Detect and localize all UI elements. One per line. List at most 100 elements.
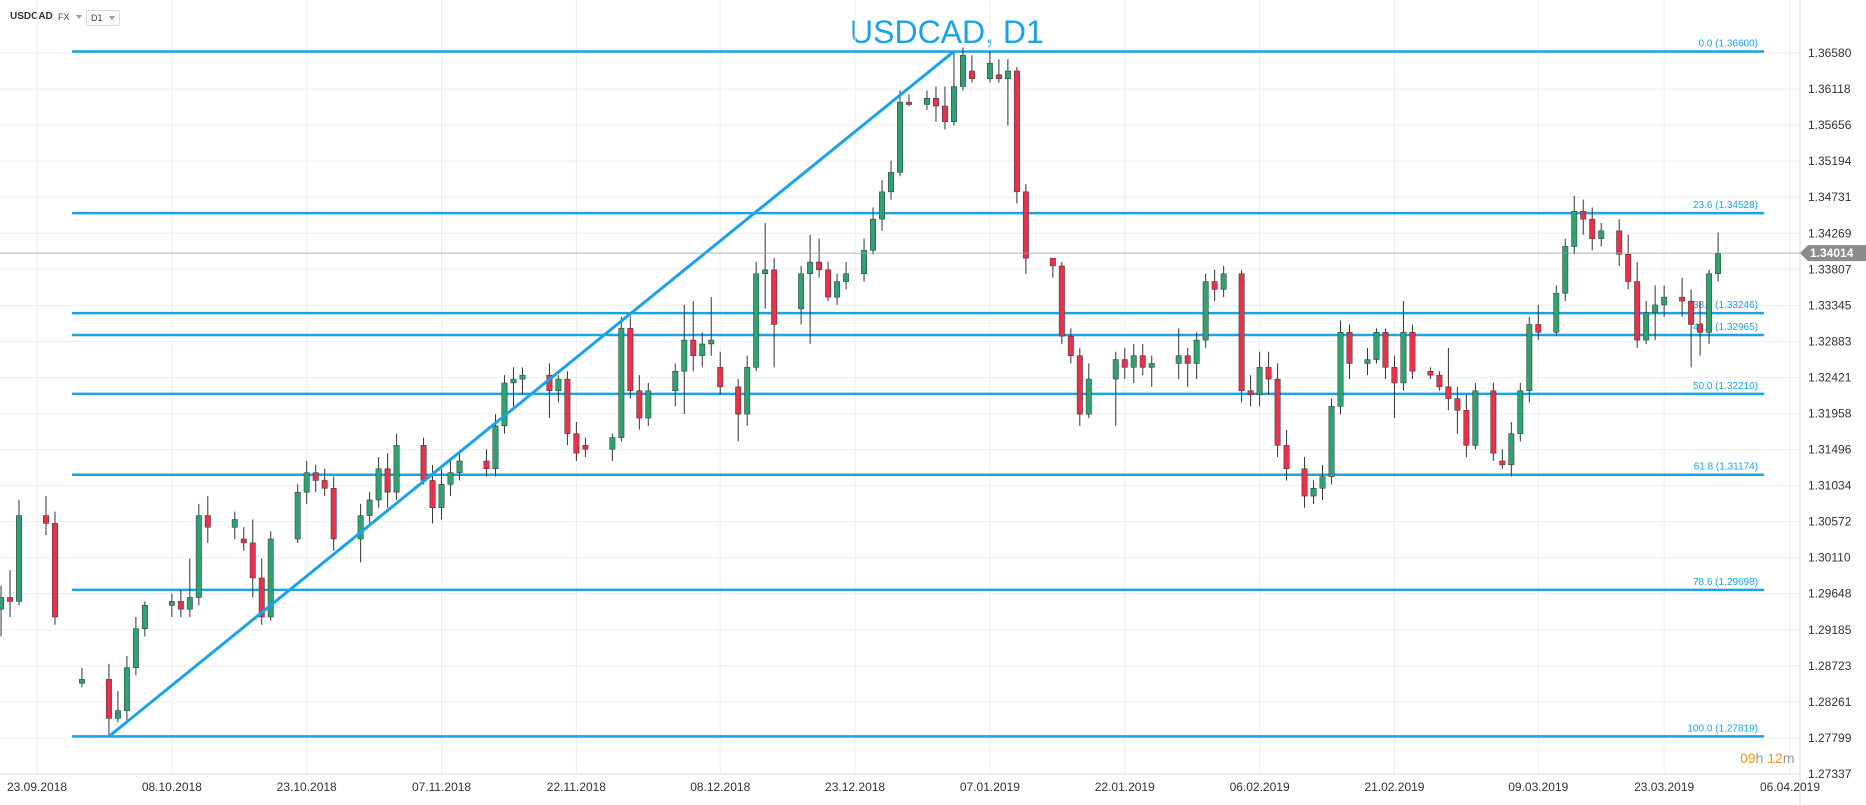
y-tick-label: 1.33807 <box>1808 262 1852 276</box>
candle <box>375 457 382 508</box>
candle-body <box>681 339 688 372</box>
candle <box>1067 328 1074 364</box>
candle-body <box>618 328 625 438</box>
candle-body <box>456 460 463 473</box>
timeframe-dropdown[interactable]: D1 <box>86 10 120 26</box>
candle-body <box>771 269 778 325</box>
candle-body <box>573 433 580 454</box>
candle <box>1283 429 1290 481</box>
candle <box>1337 320 1344 415</box>
candle-body <box>43 515 49 524</box>
candle <box>1535 304 1542 341</box>
candle <box>1220 265 1227 298</box>
candle-body <box>1130 355 1137 368</box>
candle <box>843 262 850 290</box>
candle <box>519 367 526 395</box>
candle <box>204 496 211 543</box>
candle-body <box>708 339 715 345</box>
current-price-badge <box>1800 245 1866 262</box>
candle-body <box>1004 70 1011 79</box>
candle-body <box>888 172 894 193</box>
candle-body <box>924 97 930 105</box>
market-type-dropdown[interactable]: FX <box>54 10 86 24</box>
fib-level-label: 78.6 (1.29698) <box>1693 577 1758 588</box>
candle <box>303 460 310 504</box>
price-axis: 1.36580 1.36118 1.35656 1.35194 1.34731 1.342… <box>1799 0 1852 805</box>
candle-body <box>429 480 436 509</box>
candle <box>995 59 1002 83</box>
candle <box>1580 199 1587 235</box>
candle-body <box>1346 332 1353 364</box>
candle <box>1454 386 1461 434</box>
x-tick-label: 09.03.2019 <box>1508 780 1568 794</box>
candle <box>771 258 778 368</box>
candle-body <box>1706 273 1713 333</box>
candle-body <box>249 542 256 579</box>
candle-body <box>1022 191 1029 259</box>
candle <box>968 55 975 83</box>
current-price-label: 1.34014 <box>1810 246 1854 260</box>
candle <box>1202 273 1209 348</box>
candle <box>636 375 643 430</box>
candle <box>321 468 328 497</box>
candle <box>1247 375 1254 407</box>
candle-body <box>807 261 814 275</box>
candle-body <box>519 374 526 380</box>
candle <box>573 421 580 461</box>
candle <box>564 371 571 446</box>
candle <box>123 655 130 723</box>
y-tick-label: 1.32883 <box>1808 334 1852 348</box>
x-tick-label: 23.12.2018 <box>825 780 885 794</box>
candle <box>105 663 112 737</box>
x-tick-label: 23.10.2018 <box>277 780 337 794</box>
candle <box>1562 238 1569 302</box>
candle <box>195 503 202 606</box>
candle-body <box>1715 253 1722 275</box>
trendline[interactable] <box>107 50 955 738</box>
candle <box>1310 480 1317 504</box>
fib-level-label: 61.8 (1.31174) <box>1694 462 1758 473</box>
candle-body <box>168 601 175 606</box>
candle-body <box>1580 211 1587 220</box>
candle-body <box>1256 367 1263 395</box>
candle-body <box>384 468 391 493</box>
candle <box>825 262 832 302</box>
candle-body <box>933 97 939 107</box>
candle <box>43 496 49 536</box>
candle <box>1436 371 1443 391</box>
candle-body <box>438 484 445 509</box>
candle <box>1346 324 1353 380</box>
candle-body <box>1625 254 1632 282</box>
candle-body <box>959 55 966 87</box>
candle-body <box>1139 355 1146 368</box>
candle <box>1130 343 1137 383</box>
candle <box>1238 269 1245 403</box>
candle <box>951 51 957 126</box>
candle-body <box>294 491 301 540</box>
candle-body <box>1391 367 1398 384</box>
candle-body <box>735 386 742 415</box>
candle <box>1391 355 1398 419</box>
candle-body <box>79 679 85 684</box>
fib-level-label: 38.2 (1.33246) <box>1693 300 1758 311</box>
candle <box>798 265 805 325</box>
candle-body <box>105 679 112 719</box>
candle <box>330 476 337 551</box>
timer-minutes-unit: m <box>1782 750 1795 766</box>
candle-body <box>753 273 760 368</box>
y-tick-label: 1.36118 <box>1808 82 1851 96</box>
candle-body <box>1562 246 1569 294</box>
candle-body <box>609 437 616 450</box>
candle-body <box>879 191 885 220</box>
candle-body <box>1274 378 1281 446</box>
candle-body <box>1571 211 1578 247</box>
candle-body <box>1067 335 1074 356</box>
x-tick-label: 23.09.2018 <box>7 780 67 794</box>
candle-body <box>1445 386 1452 399</box>
candle-body <box>1301 468 1308 497</box>
candle <box>1184 347 1191 387</box>
candle <box>114 691 121 723</box>
candle <box>1643 301 1650 344</box>
candle <box>816 238 823 278</box>
